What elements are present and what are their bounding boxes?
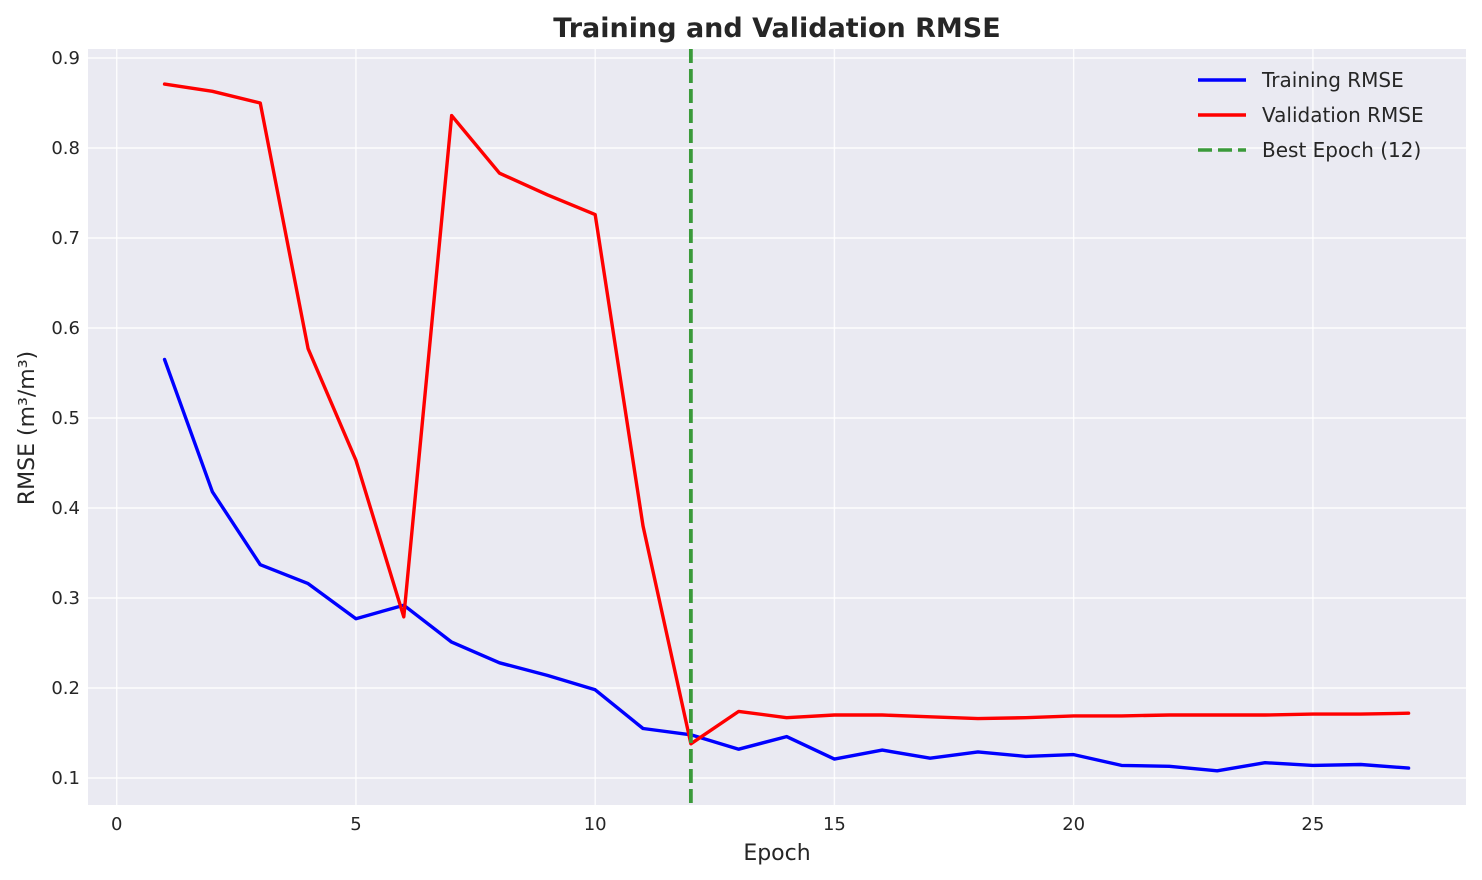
y-tick-label: 0.2 xyxy=(51,678,80,699)
grid xyxy=(88,49,1466,805)
series-line-training xyxy=(162,357,1411,773)
legend: Training RMSE Validation RMSE Best Epoch (… xyxy=(1198,68,1424,162)
chart-title: Training and Validation RMSE xyxy=(553,13,1000,44)
x-tick-label: 20 xyxy=(1062,814,1085,835)
y-tick-label: 0.9 xyxy=(51,48,80,69)
x-tick-label: 5 xyxy=(350,814,361,835)
y-tick-label: 0.1 xyxy=(51,768,80,789)
x-axis-label: Epoch xyxy=(743,841,810,866)
series-line-validation xyxy=(162,82,1411,746)
axis-ticks: 0 5 10 15 20 25 0.1 0.2 0.3 0.4 0.5 0.6 0.7 0.8 0.9 xyxy=(51,48,1324,835)
x-tick-label: 15 xyxy=(823,814,846,835)
y-tick-label: 0.8 xyxy=(51,138,80,159)
series-layer xyxy=(162,49,1411,805)
y-axis-label: RMSE (m³/m³) xyxy=(15,351,40,505)
plot-area xyxy=(88,49,1466,805)
legend-label: Validation RMSE xyxy=(1262,103,1424,127)
y-tick-label: 0.3 xyxy=(51,588,80,609)
y-tick-label: 0.7 xyxy=(51,228,80,249)
y-tick-label: 0.5 xyxy=(51,408,80,429)
x-tick-label: 25 xyxy=(1301,814,1324,835)
y-tick-label: 0.6 xyxy=(51,318,80,339)
legend-label: Training RMSE xyxy=(1261,68,1404,92)
y-tick-label: 0.4 xyxy=(51,498,80,519)
x-tick-label: 10 xyxy=(584,814,607,835)
legend-label: Best Epoch (12) xyxy=(1262,138,1421,162)
x-tick-label: 0 xyxy=(111,814,122,835)
